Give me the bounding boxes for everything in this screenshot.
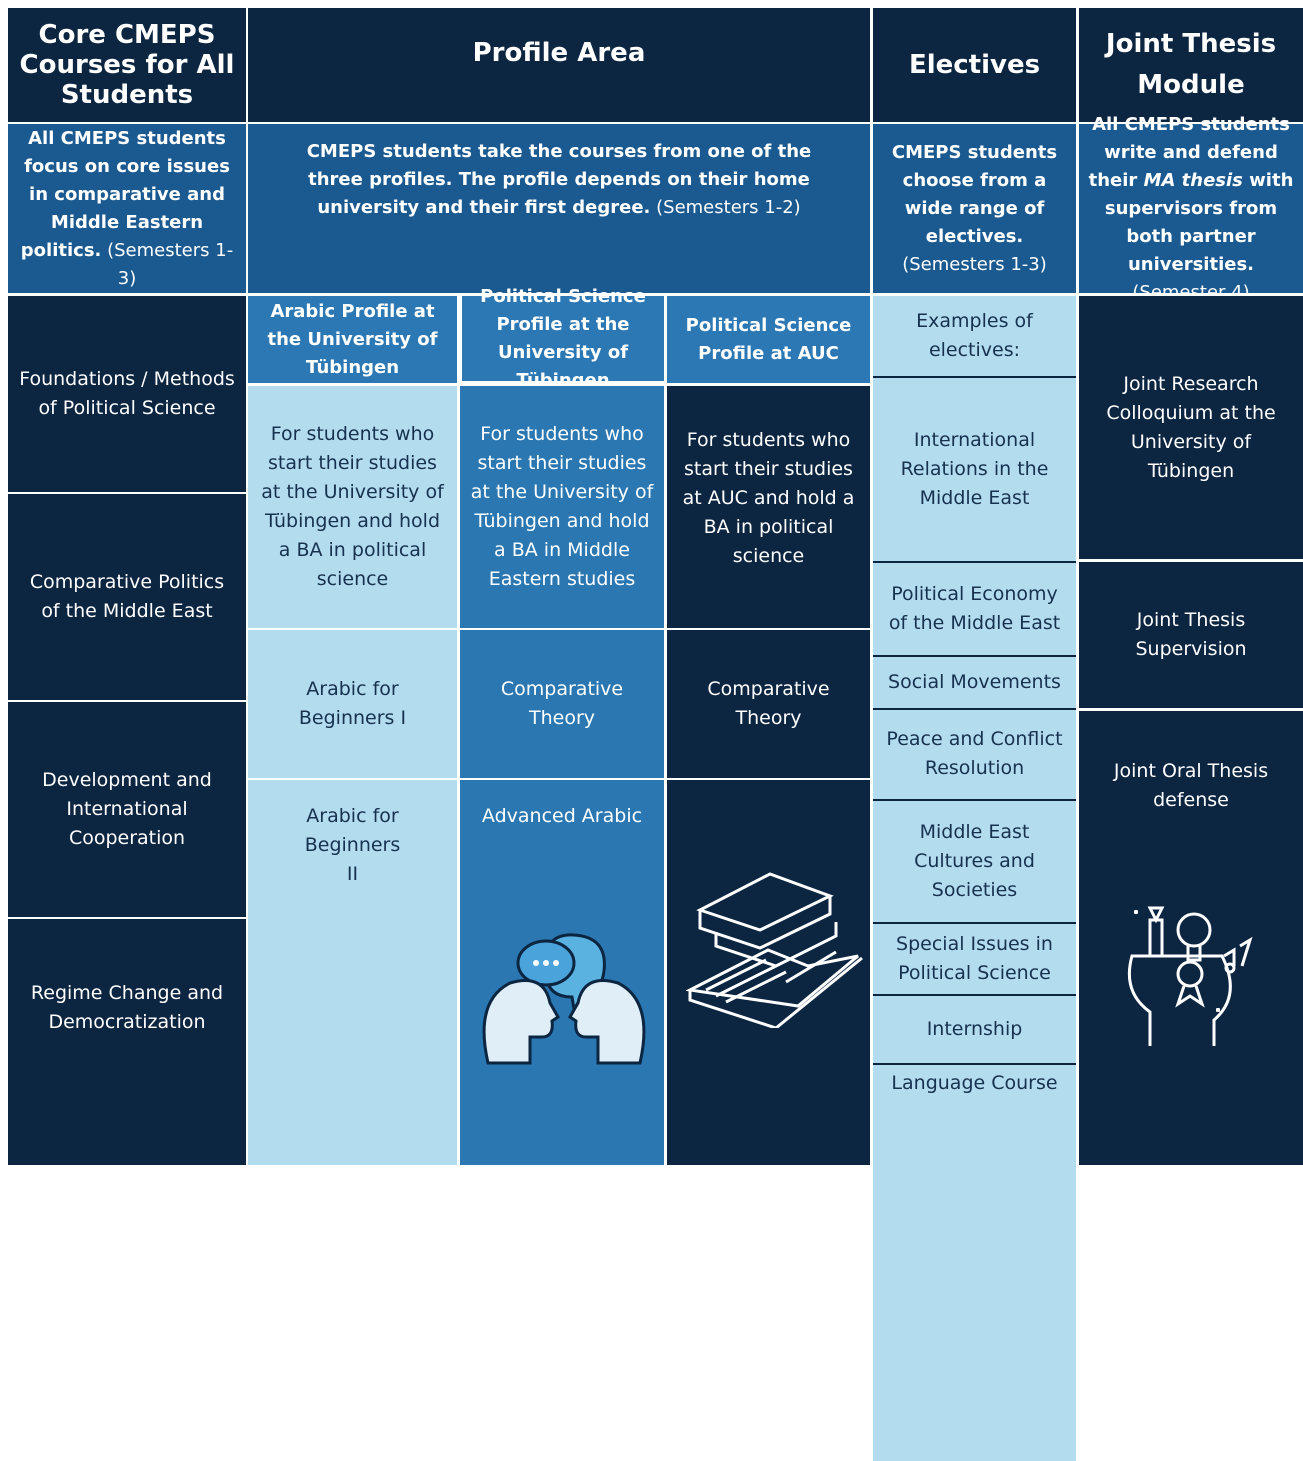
- description-text: All CMEPS students write and defend thei…: [1088, 113, 1290, 191]
- course-text: Regime Change and Democratization: [30, 982, 224, 1033]
- course-text: Comparative Politics of the Middle East: [29, 571, 225, 622]
- course: Special Issues in Political Science: [873, 924, 1076, 994]
- course: Political Economy of the Middle East: [873, 563, 1076, 655]
- separator: [873, 1063, 1076, 1065]
- module-text: Joint Thesis Supervision: [1135, 609, 1247, 660]
- course-text: Foundations / Methods of Political Scien…: [19, 368, 235, 419]
- course-text: Language Course: [891, 1072, 1058, 1094]
- column-header: Profile Area: [248, 8, 870, 122]
- header-text: Profile Area: [472, 38, 646, 68]
- course-text: Comparative Theory: [500, 678, 624, 729]
- profile-description: For students who start their studies at …: [460, 386, 664, 628]
- course: Internship: [873, 996, 1076, 1062]
- profile-title: Political Science Profile at the Univers…: [480, 285, 646, 391]
- course-text: Peace and Conflict Resolution: [886, 728, 1063, 779]
- module-text: Joint Research Colloquium at the Univers…: [1106, 372, 1276, 482]
- profile-title: Political Science Profile at AUC: [685, 314, 852, 364]
- profile-description: For students who start their studies at …: [248, 386, 457, 628]
- header-text: Electives: [908, 50, 1041, 80]
- column-description: All CMEPS students write and defend thei…: [1079, 114, 1303, 303]
- course: Comparative Theory: [460, 630, 664, 778]
- curriculum-diagram: Core CMEPS Courses for All Students Prof…: [8, 8, 1303, 1461]
- mind-icon: [1127, 906, 1253, 1046]
- electives-intro: Examples of electives:: [873, 296, 1076, 376]
- course: Regime Change and Democratization: [8, 919, 246, 1165]
- profile-header: Political Science Profile at AUC: [667, 296, 870, 383]
- module: Joint Thesis Supervision: [1079, 562, 1303, 708]
- separator: [873, 922, 1076, 924]
- course: Arabic for Beginners I: [248, 630, 457, 778]
- column-header: Electives: [873, 8, 1076, 122]
- profile-header: Political Science Profile at the Univers…: [460, 286, 666, 391]
- description-text: with supervisors from both partner unive…: [1104, 169, 1294, 275]
- course-text: International Relations in the Middle Ea…: [900, 429, 1049, 509]
- course: Arabic for Beginners II: [248, 780, 457, 1165]
- course-text: Advanced Arabic: [481, 805, 643, 827]
- separator: [873, 994, 1076, 996]
- dialogue-icon: [482, 933, 646, 1065]
- course: Social Movements: [873, 657, 1076, 708]
- header-text: Core CMEPS Courses for All Students: [19, 20, 235, 110]
- books-icon: [686, 872, 863, 1028]
- module: Joint Oral Thesis defense: [1079, 711, 1303, 1165]
- course-text: Arabic for Beginners II: [304, 805, 401, 885]
- description-text: For students who start their studies at …: [261, 423, 444, 590]
- column-description: CMEPS students choose from a wide range …: [873, 124, 1076, 293]
- course: Development and International Cooperatio…: [8, 702, 246, 917]
- column-description: All CMEPS students focus on core issues …: [8, 124, 246, 293]
- description-text: MA thesis: [1143, 169, 1243, 191]
- semester-note: (Semesters 1-3): [902, 253, 1047, 275]
- profile-title: Arabic Profile at the University of Tübi…: [267, 300, 438, 378]
- description-text: All CMEPS students focus on core issues …: [20, 127, 230, 261]
- course-text: Arabic for Beginners I: [298, 678, 407, 729]
- separator: [873, 376, 1076, 378]
- header-text: Joint Thesis Module: [1105, 29, 1277, 100]
- semester-note: (Semesters 1-2): [656, 197, 801, 218]
- intro-text: Examples of electives:: [916, 310, 1033, 361]
- course: International Relations in the Middle Ea…: [873, 378, 1076, 560]
- course: Comparative Politics of the Middle East: [8, 494, 246, 700]
- column-description: CMEPS students take the courses from one…: [248, 124, 870, 293]
- separator: [873, 799, 1076, 801]
- description-text: For students who start their studies at …: [682, 429, 855, 567]
- description-text: CMEPS students take the courses from one…: [306, 141, 812, 218]
- profile-header: Arabic Profile at the University of Tübi…: [248, 296, 457, 383]
- course-text: Internship: [926, 1017, 1023, 1040]
- separator: [873, 561, 1076, 563]
- description-text: For students who start their studies at …: [470, 423, 654, 590]
- course: Language Course: [873, 1065, 1076, 1165]
- course-text: Comparative Theory: [707, 678, 830, 729]
- module: Joint Research Colloquium at the Univers…: [1079, 296, 1303, 559]
- semester-note: (Semesters 1-3): [107, 239, 234, 289]
- course: Middle East Cultures and Societies: [873, 801, 1076, 921]
- column-header: Core CMEPS Courses for All Students: [8, 8, 246, 122]
- course-text: Middle East Cultures and Societies: [914, 820, 1035, 901]
- course: Peace and Conflict Resolution: [873, 710, 1076, 798]
- module-text: Joint Oral Thesis defense: [1113, 760, 1269, 811]
- course-text: Development and International Cooperatio…: [42, 769, 212, 849]
- course-text: Special Issues in Political Science: [896, 933, 1053, 984]
- separator: [873, 655, 1076, 657]
- course-text: Social Movements: [888, 671, 1061, 693]
- separator: [873, 708, 1076, 710]
- course: Comparative Theory: [667, 630, 870, 778]
- column-header: Joint Thesis Module: [1079, 8, 1303, 122]
- description-text: CMEPS students choose from a wide range …: [891, 141, 1058, 247]
- profile-description: For students who start their studies at …: [667, 386, 870, 628]
- course-text: Political Economy of the Middle East: [888, 583, 1061, 634]
- course: Foundations / Methods of Political Scien…: [8, 296, 246, 492]
